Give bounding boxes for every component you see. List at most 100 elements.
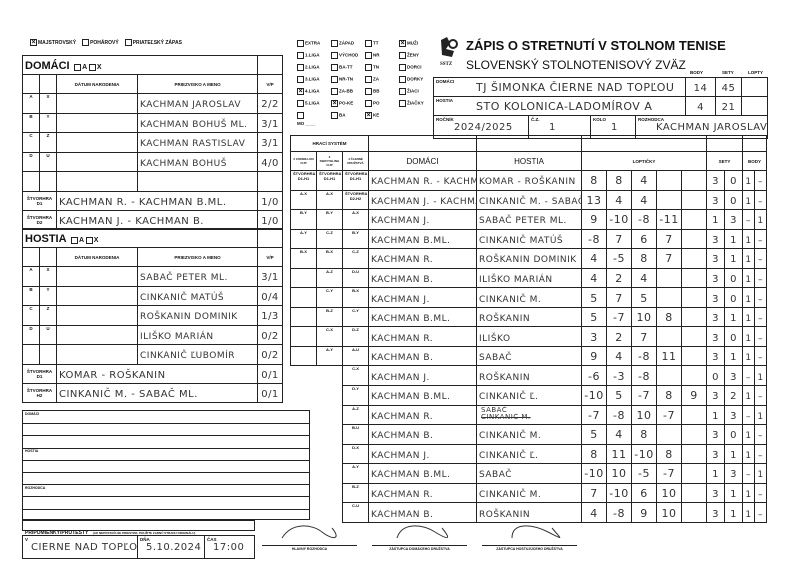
sets-won: 3 <box>712 274 719 285</box>
match-row: A-Z KACHMAN R. CINKANIČ M. SABAČ -7 -8 10 -7 1 3–… <box>291 404 768 426</box>
league-checkbox[interactable] <box>365 64 372 71</box>
doubles-row: ŠTVORHRA H2 CINKANIČ M. - SABAČ ML. 0/1 <box>22 382 283 403</box>
system-code: B-X <box>352 288 359 294</box>
col-body: BODY <box>690 70 704 75</box>
option-a-checkbox[interactable] <box>71 236 79 244</box>
option-a-label: A <box>79 237 84 244</box>
home-player: KACHMAN B.ML. <box>371 235 451 246</box>
option-x-checkbox[interactable] <box>85 236 93 244</box>
league-checkbox[interactable]: × <box>399 40 406 47</box>
set-score: 7 <box>665 252 673 266</box>
league-checkbox[interactable] <box>399 76 406 83</box>
player-vp: 4/0 <box>261 157 279 169</box>
set-score: 3 <box>590 330 598 344</box>
signature-line <box>372 545 467 546</box>
league-checkbox[interactable] <box>365 76 372 83</box>
league-option: × KE <box>365 112 379 119</box>
option-a-checkbox[interactable] <box>74 63 82 71</box>
match-row: B-Z C-Y KACHMAN B.ML. ROŠKANIN 5 -7 10 8 3 1 1– <box>290 306 768 328</box>
match-row: A-Y KACHMAN B.ML. SABAČ -10 10 -5 -7 1 3–1 <box>291 463 768 484</box>
sets-won: 3 <box>712 489 719 501</box>
guest-player: ROŠKANIN <box>479 314 531 325</box>
league-checkbox[interactable] <box>331 52 338 59</box>
sets-won: 1 <box>730 449 737 461</box>
match-point: – <box>758 333 764 344</box>
set-score: -7 <box>663 467 675 481</box>
league-checkbox[interactable] <box>399 100 406 107</box>
sets-won: 3 <box>712 449 719 461</box>
set-score: -6 <box>588 369 600 383</box>
league-checkbox[interactable] <box>365 40 372 47</box>
set-score: 9 <box>590 350 598 364</box>
league-checkbox[interactable] <box>399 88 406 95</box>
option-x-checkbox[interactable] <box>88 63 96 71</box>
doubles-row: ŠTVORHRA D1 KOMAR - ROŠKANIN 0/1 <box>22 363 283 384</box>
signature-1 <box>262 520 357 544</box>
set-score: -7 <box>588 408 600 422</box>
option-a-label: A <box>82 64 87 71</box>
league-label: 4.LIGA <box>305 88 320 94</box>
sets-won: 3 <box>712 195 719 207</box>
remarks-hint: (AK NEPOSTAČUJE PRIESTOR, POUŽITE ZADNÚ … <box>92 531 196 535</box>
system-header: HRACÍ SYSTÉM <box>312 141 347 146</box>
notes-box[interactable]: DOMÁCI HOSTIA ROZHODCA <box>22 410 310 520</box>
set-score: 6 <box>640 487 648 501</box>
system-code: A-U <box>351 346 360 352</box>
system-code: B-Y <box>300 210 307 216</box>
player-row: D U KACHMAN BOHUŠ 4/0 <box>22 151 284 172</box>
match-type-checkbox[interactable]: × <box>30 39 37 46</box>
player-letter-alt: Z <box>46 133 50 138</box>
league-checkbox[interactable] <box>399 52 406 59</box>
league-checkbox[interactable] <box>297 100 304 107</box>
doubles-label: ŠTVORHRA D2 <box>26 214 53 225</box>
match-point: – <box>758 275 764 285</box>
league-checkbox[interactable] <box>297 40 304 47</box>
guest-player: CINKANIČ Ľ. <box>479 450 539 461</box>
league-checkbox[interactable] <box>365 100 372 107</box>
league-checkbox[interactable]: × <box>297 88 304 95</box>
league-label: DORCI <box>407 64 422 70</box>
league-option: ZA-BB <box>331 88 353 95</box>
player-row: B Y KACHMAN BOHUŠ ML. 3/1 <box>22 112 284 133</box>
signature-caption: ZÁSTUPCA HOSTUJÚCEHO DRUŽSTVA <box>496 547 563 551</box>
match-type-checkbox[interactable] <box>82 39 90 46</box>
match-row: A-Y A-U KACHMAN B. SABAČ 9 4 -8 11 3 1 1– <box>290 345 768 367</box>
league-checkbox[interactable] <box>331 40 338 47</box>
league-checkbox[interactable] <box>297 64 304 71</box>
match-point: – <box>758 235 764 246</box>
league-checkbox[interactable] <box>297 52 304 59</box>
remarks-field[interactable]: PRIPOMIENKY/PROTESTY (AK NEPOSTAČUJE PRI… <box>22 520 255 536</box>
set-score: -11 <box>659 213 679 227</box>
league-checkbox[interactable] <box>331 76 338 83</box>
league-checkbox[interactable]: × <box>365 112 372 119</box>
system-col-header: 4 členné družstvá <box>347 157 364 165</box>
guest-sety: 21 <box>721 102 736 113</box>
guest-body: 4 <box>697 102 704 113</box>
mo-field[interactable]: MO ____ <box>297 121 316 126</box>
league-checkbox[interactable] <box>365 88 372 95</box>
league-checkbox[interactable] <box>399 64 406 71</box>
player-letter-alt: X <box>46 267 50 272</box>
player-letter: B <box>29 113 33 119</box>
league-checkbox[interactable] <box>365 52 372 59</box>
league-checkbox[interactable] <box>297 112 304 119</box>
doubles-vp: 0/1 <box>261 388 279 400</box>
match-type-checkbox[interactable] <box>124 39 132 46</box>
league-checkbox[interactable]: × <box>331 100 338 107</box>
match-point: – <box>746 411 752 422</box>
doubles-names: KACHMAN J. - KACHMAN B. <box>59 215 204 227</box>
set-score: -7 <box>663 408 675 422</box>
set-score: 10 <box>636 311 652 325</box>
league-label: BA-TT <box>339 64 353 70</box>
place-date-table: V ČIERNE NAD TOPĽOU DŇA 5.10.2024 ČAS 17:00 <box>22 535 255 559</box>
set-score: -8 <box>613 506 625 520</box>
guest-player: CINKANIČ Ľ. <box>479 392 539 403</box>
set-score: 4 <box>615 428 623 442</box>
league-checkbox[interactable] <box>297 76 304 83</box>
set-score: -8 <box>613 408 625 422</box>
league-checkbox[interactable] <box>331 112 338 119</box>
set-score: 8 <box>590 174 598 188</box>
league-checkbox[interactable] <box>331 64 338 71</box>
league-checkbox[interactable] <box>331 88 338 95</box>
league-option: NR-TN <box>331 76 353 83</box>
